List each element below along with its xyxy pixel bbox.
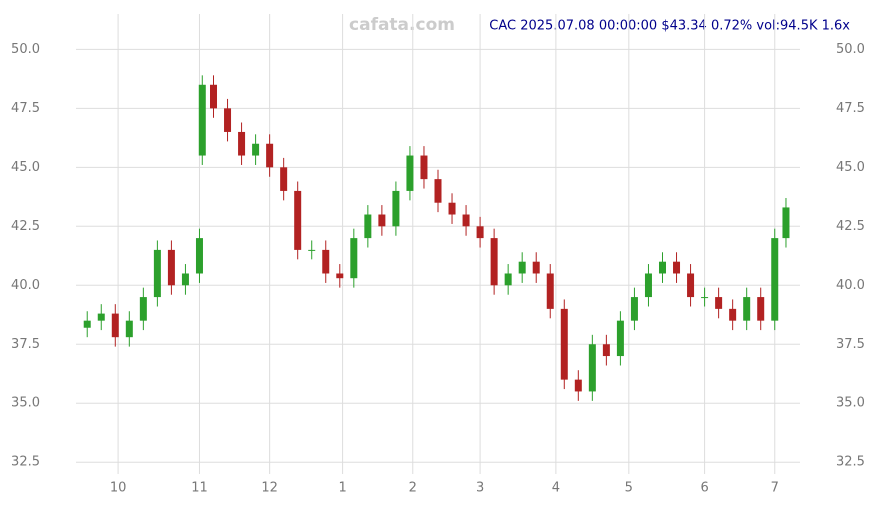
candle-body xyxy=(630,297,638,321)
watermark: cafata.com xyxy=(349,15,455,35)
candle-body xyxy=(238,131,246,156)
y-tick-label: 40.0 xyxy=(11,278,40,293)
candle-body xyxy=(195,238,203,274)
candle-body xyxy=(644,273,652,298)
candle-body xyxy=(715,297,723,309)
candle-body xyxy=(560,308,568,380)
candle-body xyxy=(602,344,610,357)
x-tick-label: 1 xyxy=(338,481,346,496)
y-tick-label: 42.5 xyxy=(11,219,40,234)
candle-body xyxy=(97,313,105,321)
candle-body xyxy=(476,226,484,239)
x-tick-label: 5 xyxy=(625,481,633,496)
candle-body xyxy=(294,190,302,250)
y-tick-label: 47.5 xyxy=(11,101,40,116)
y-tick-label: 45.0 xyxy=(11,160,40,175)
candle-body xyxy=(210,84,218,109)
candle-body xyxy=(532,261,540,274)
candle-body xyxy=(266,143,274,168)
y-tick-label-right: 37.5 xyxy=(836,337,865,352)
chart-title: CAC 2025.07.08 00:00:00 $43.34 0.72% vol… xyxy=(489,19,850,34)
candle-body xyxy=(420,155,428,180)
x-tick-label: 10 xyxy=(110,481,127,496)
candle-body xyxy=(434,179,442,203)
candle-body xyxy=(364,214,372,239)
candle-body xyxy=(490,238,498,286)
y-tick-label-right: 42.5 xyxy=(836,219,865,234)
candle-body xyxy=(448,202,456,215)
candle-body xyxy=(224,108,232,132)
y-tick-label-right: 40.0 xyxy=(836,278,865,293)
x-tick-label: 6 xyxy=(700,481,708,496)
y-tick-label: 35.0 xyxy=(11,396,40,411)
candle-body xyxy=(181,273,189,286)
candle-body xyxy=(729,308,737,321)
y-tick-label: 50.0 xyxy=(11,42,40,57)
candle-body xyxy=(588,344,596,392)
candle-body xyxy=(153,249,161,298)
x-tick-label: 7 xyxy=(771,481,779,496)
candle-body xyxy=(167,249,175,286)
y-tick-label-right: 35.0 xyxy=(836,396,865,411)
y-tick-label: 32.5 xyxy=(11,455,40,470)
candle-body xyxy=(462,214,470,227)
candle-body xyxy=(673,261,681,274)
candle-body xyxy=(378,214,386,227)
candle-body xyxy=(350,238,358,279)
candle-body xyxy=(125,320,133,338)
y-tick-label-right: 47.5 xyxy=(836,101,865,116)
y-tick-label: 37.5 xyxy=(11,337,40,352)
y-tick-label-right: 50.0 xyxy=(836,42,865,57)
candle-body xyxy=(743,297,751,321)
candle-body xyxy=(139,297,147,321)
x-tick-label: 12 xyxy=(261,481,278,496)
x-tick-label: 11 xyxy=(191,481,208,496)
y-tick-label-right: 45.0 xyxy=(836,160,865,175)
y-tick-label-right: 32.5 xyxy=(836,455,865,470)
candle-body xyxy=(322,249,330,274)
candle-body xyxy=(518,261,526,274)
candle-body xyxy=(687,273,695,298)
candle-body xyxy=(406,155,414,191)
candle-body xyxy=(771,238,779,321)
candle-body xyxy=(308,249,316,251)
candle-body xyxy=(504,273,512,286)
candle-body xyxy=(392,190,400,227)
candle-body xyxy=(782,207,790,239)
x-tick-label: 3 xyxy=(476,481,484,496)
candle-body xyxy=(252,143,260,156)
candle-body xyxy=(83,320,91,328)
candle-body xyxy=(546,273,554,309)
candle-body xyxy=(658,261,666,274)
candle-body xyxy=(198,84,206,156)
x-tick-label: 2 xyxy=(409,481,417,496)
candle-body xyxy=(111,313,119,338)
candle-body xyxy=(616,320,624,357)
candle-body xyxy=(280,167,288,191)
candle-body xyxy=(757,297,765,321)
x-tick-label: 4 xyxy=(552,481,560,496)
candle-body xyxy=(336,273,344,279)
candle-body xyxy=(574,379,582,392)
candle-body xyxy=(701,297,709,299)
